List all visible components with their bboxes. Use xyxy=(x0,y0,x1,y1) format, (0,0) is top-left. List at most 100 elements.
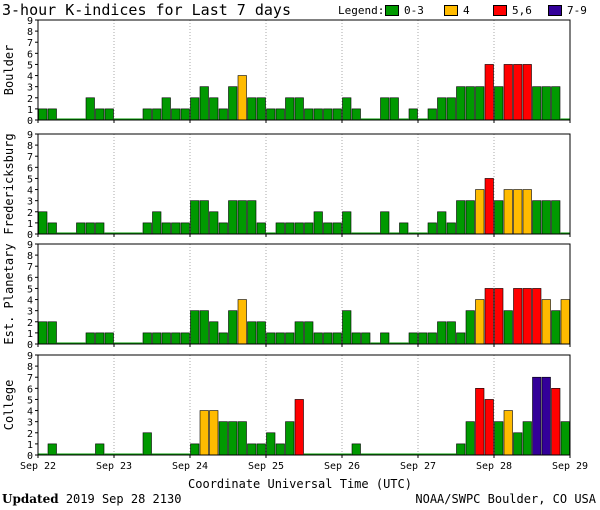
panel-label: Est. Planetary xyxy=(2,243,16,344)
legend-label: Legend: xyxy=(338,4,385,17)
x-tick-label: Sep 29 xyxy=(552,461,588,472)
k-bar xyxy=(484,399,494,456)
k-bar xyxy=(437,211,447,235)
k-bar xyxy=(484,64,494,121)
k-bar xyxy=(199,410,209,456)
k-bar xyxy=(294,321,304,345)
panel-label: Boulder xyxy=(2,45,16,96)
k-bar xyxy=(323,222,333,235)
k-bar xyxy=(275,108,285,121)
k-bar xyxy=(465,200,475,235)
k-bar xyxy=(247,321,257,345)
k-bar xyxy=(104,332,114,345)
y-tick-label: 4 xyxy=(27,186,33,197)
k-bar xyxy=(142,432,152,456)
k-bar xyxy=(152,211,162,235)
y-tick-label: 5 xyxy=(27,284,33,295)
y-tick-label: 0 xyxy=(27,340,33,351)
y-tick-label: 9 xyxy=(27,130,33,141)
k-bar xyxy=(247,97,257,121)
k-bar xyxy=(95,222,105,235)
k-bar xyxy=(513,288,523,345)
k-bar xyxy=(161,97,171,121)
k-bar xyxy=(152,108,162,121)
y-tick-label: 5 xyxy=(27,174,33,185)
k-bar xyxy=(503,64,513,121)
k-bar xyxy=(294,399,304,456)
k-bar xyxy=(427,222,437,235)
legend-item-label: 5,6 xyxy=(512,4,532,17)
k-bar xyxy=(541,299,551,345)
k-bar xyxy=(342,310,352,345)
k-bar xyxy=(456,332,466,345)
k-bar xyxy=(427,332,437,345)
y-tick-label: 5 xyxy=(27,395,33,406)
k-bar xyxy=(560,421,570,456)
k-bar xyxy=(266,108,276,121)
k-bar xyxy=(47,321,57,345)
k-bar xyxy=(256,97,266,121)
k-bar xyxy=(237,299,247,345)
x-tick-label: Sep 24 xyxy=(172,461,208,472)
plot-frame xyxy=(37,133,571,235)
y-tick-label: 6 xyxy=(27,273,33,284)
k-bar xyxy=(408,108,418,121)
k-bar xyxy=(342,211,352,235)
k-bar xyxy=(47,443,57,456)
k-bar xyxy=(304,321,314,345)
y-tick-label: 3 xyxy=(27,307,33,318)
k-bar xyxy=(532,86,542,121)
k-bar xyxy=(199,310,209,345)
k-bar xyxy=(418,332,428,345)
y-tick-label: 0 xyxy=(27,230,33,241)
plot-frame xyxy=(37,243,571,345)
y-tick-label: 6 xyxy=(27,384,33,395)
k-bar xyxy=(503,410,513,456)
k-bar xyxy=(522,421,532,456)
k-bar xyxy=(218,222,228,235)
k-bar xyxy=(247,200,257,235)
y-tick-label: 8 xyxy=(27,251,33,262)
k-bar xyxy=(95,443,105,456)
k-bar xyxy=(228,86,238,121)
k-bar xyxy=(266,432,276,456)
y-tick-label: 7 xyxy=(27,38,33,49)
y-tick-label: 9 xyxy=(27,16,33,27)
k-bar xyxy=(294,97,304,121)
k-bar xyxy=(266,332,276,345)
k-bar xyxy=(47,222,57,235)
panel-label: College xyxy=(2,380,16,431)
k-bar xyxy=(522,64,532,121)
k-bar xyxy=(332,332,342,345)
k-bar xyxy=(475,388,485,456)
k-bar xyxy=(209,97,219,121)
y-tick-label: 0 xyxy=(27,116,33,127)
k-bar xyxy=(484,288,494,345)
k-bar xyxy=(95,332,105,345)
k-bar xyxy=(275,332,285,345)
k-bar xyxy=(475,299,485,345)
k-bar xyxy=(180,222,190,235)
k-bar xyxy=(313,332,323,345)
k-bar xyxy=(465,310,475,345)
k-bar xyxy=(161,332,171,345)
k-bar xyxy=(304,108,314,121)
k-bar xyxy=(285,222,295,235)
y-tick-label: 8 xyxy=(27,362,33,373)
k-bar xyxy=(275,443,285,456)
legend-swatch xyxy=(548,5,562,16)
k-bar xyxy=(465,421,475,456)
y-tick-label: 4 xyxy=(27,72,33,83)
k-bar xyxy=(285,421,295,456)
plot-frame xyxy=(37,354,571,456)
k-bar xyxy=(313,211,323,235)
k-bar xyxy=(142,222,152,235)
x-tick-label: Sep 26 xyxy=(324,461,360,472)
k-bar xyxy=(85,97,95,121)
k-bar xyxy=(171,332,181,345)
y-tick-label: 3 xyxy=(27,418,33,429)
k-bar xyxy=(351,332,361,345)
k-bar xyxy=(161,222,171,235)
y-tick-label: 2 xyxy=(27,94,33,105)
k-bar xyxy=(541,86,551,121)
